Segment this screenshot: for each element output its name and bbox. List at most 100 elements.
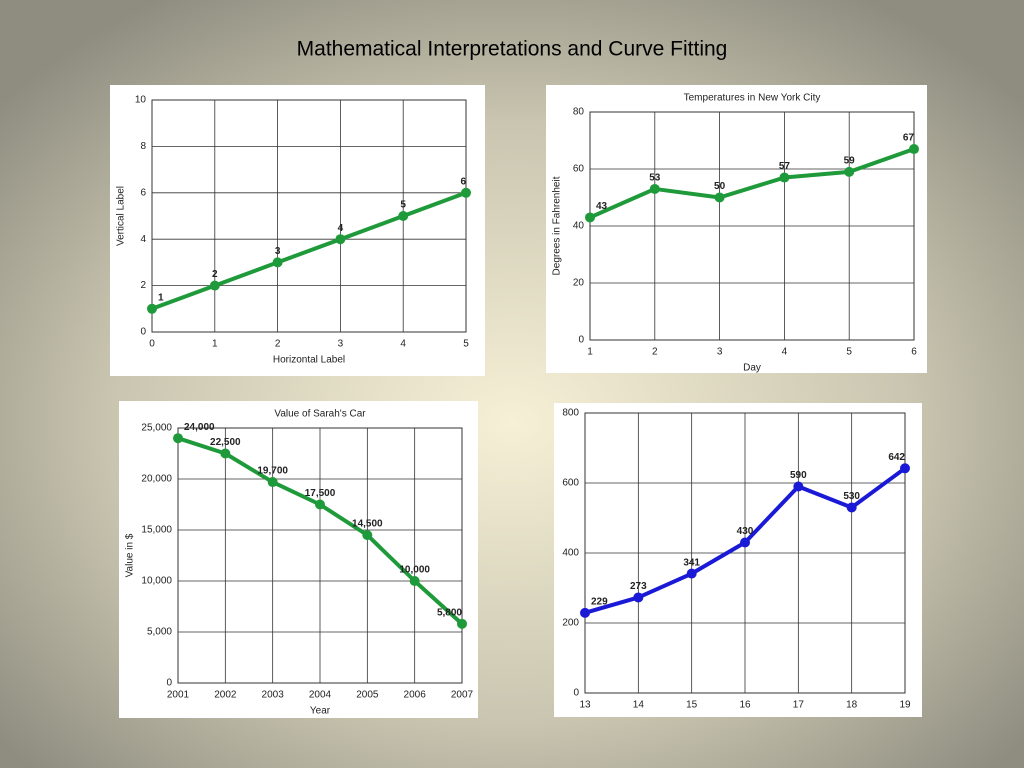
data-point <box>740 537 750 548</box>
chart-panel <box>554 403 922 717</box>
y-tick-label: 800 <box>562 408 579 419</box>
x-axis-label: Year <box>310 706 331 717</box>
chart-panel <box>119 401 478 718</box>
x-tick-label: 5 <box>463 339 469 350</box>
chart-title: Value of Sarah's Car <box>274 409 366 420</box>
data-point <box>457 618 467 629</box>
x-tick-label: 2001 <box>167 690 190 701</box>
data-point <box>580 607 590 618</box>
x-tick-label: 3 <box>338 339 344 350</box>
data-point <box>409 576 420 586</box>
x-tick-label: 14 <box>633 700 645 711</box>
chart-title: Temperatures in New York City <box>684 93 821 104</box>
plot-frame <box>584 412 906 694</box>
data-point <box>909 144 919 155</box>
x-tick-label: 4 <box>400 339 406 350</box>
plot-frame <box>177 427 463 684</box>
data-point <box>846 502 857 513</box>
x-tick-label: 1 <box>212 339 218 350</box>
data-point <box>844 166 855 177</box>
data-label: 43 <box>596 201 608 212</box>
x-tick-label: 6 <box>911 347 917 358</box>
x-tick-label: 0 <box>149 339 155 350</box>
y-axis-label: Degrees in Fahrenheit <box>552 176 563 275</box>
y-tick-label: 600 <box>562 478 579 489</box>
data-label: 50 <box>714 181 726 192</box>
data-point <box>398 211 409 221</box>
x-tick-label: 2004 <box>309 690 332 701</box>
series-line <box>589 147 915 220</box>
data-label: 22,500 <box>210 437 241 448</box>
data-label: 590 <box>790 470 807 481</box>
data-point <box>147 303 157 314</box>
y-axis-label: Value in $ <box>125 533 136 577</box>
y-tick-label: 400 <box>562 548 579 559</box>
data-label: 1 <box>158 292 164 303</box>
data-label: 430 <box>737 526 754 537</box>
y-tick-label: 80 <box>573 107 585 118</box>
data-point <box>779 172 790 183</box>
data-point <box>272 257 283 268</box>
data-label: 59 <box>844 155 856 166</box>
plot-frame <box>151 99 467 333</box>
y-tick-label: 25,000 <box>141 423 172 434</box>
y-tick-label: 0 <box>166 678 172 689</box>
y-tick-label: 2 <box>140 280 146 291</box>
data-label: 229 <box>591 596 608 607</box>
data-label: 14,500 <box>352 519 383 530</box>
x-axis-label: Day <box>743 363 761 374</box>
y-tick-label: 5,000 <box>147 627 172 638</box>
data-point <box>633 592 644 603</box>
y-tick-label: 20,000 <box>141 474 172 485</box>
data-point <box>209 280 220 291</box>
data-point <box>220 448 231 459</box>
chart-panel <box>546 85 927 373</box>
data-label: 2 <box>212 269 218 280</box>
x-tick-label: 2 <box>275 339 281 350</box>
data-point <box>362 530 373 541</box>
data-point <box>649 183 660 194</box>
y-tick-label: 4 <box>140 234 146 245</box>
y-tick-label: 200 <box>562 618 579 629</box>
x-axis-label: Horizontal Label <box>273 355 345 366</box>
y-tick-label: 20 <box>573 278 585 289</box>
data-point <box>793 481 804 492</box>
x-tick-label: 1 <box>587 347 593 358</box>
x-tick-label: 2002 <box>214 690 237 701</box>
series-line <box>151 190 467 311</box>
data-label: 24,000 <box>184 422 215 433</box>
x-tick-label: 4 <box>782 347 788 358</box>
data-label: 53 <box>649 173 661 184</box>
data-label: 642 <box>888 452 905 463</box>
x-tick-label: 2005 <box>356 690 379 701</box>
data-label: 4 <box>338 223 344 234</box>
data-point <box>335 234 346 245</box>
x-tick-label: 2007 <box>451 690 474 701</box>
data-point <box>900 463 910 474</box>
x-tick-label: 5 <box>846 347 852 358</box>
chart-panel <box>110 85 485 376</box>
data-label: 19,700 <box>257 466 288 477</box>
x-tick-label: 2006 <box>404 690 427 701</box>
plot-frame <box>589 111 915 341</box>
y-tick-label: 0 <box>140 327 146 338</box>
x-tick-label: 16 <box>739 700 751 711</box>
data-label: 530 <box>843 491 860 502</box>
data-label: 57 <box>779 161 791 172</box>
x-tick-label: 15 <box>686 700 698 711</box>
data-label: 10,000 <box>399 565 430 576</box>
data-point <box>714 192 725 203</box>
y-tick-label: 6 <box>140 187 146 198</box>
data-label: 341 <box>683 557 700 568</box>
x-tick-label: 19 <box>899 700 911 711</box>
y-axis-label: Vertical Label <box>116 186 127 246</box>
y-tick-label: 10 <box>135 95 147 106</box>
data-label: 273 <box>630 581 647 592</box>
y-tick-label: 10,000 <box>141 576 172 587</box>
y-tick-label: 15,000 <box>141 525 172 536</box>
data-label: 17,500 <box>305 488 336 499</box>
data-label: 3 <box>275 246 281 257</box>
x-tick-label: 17 <box>793 700 805 711</box>
x-tick-label: 13 <box>579 700 591 711</box>
